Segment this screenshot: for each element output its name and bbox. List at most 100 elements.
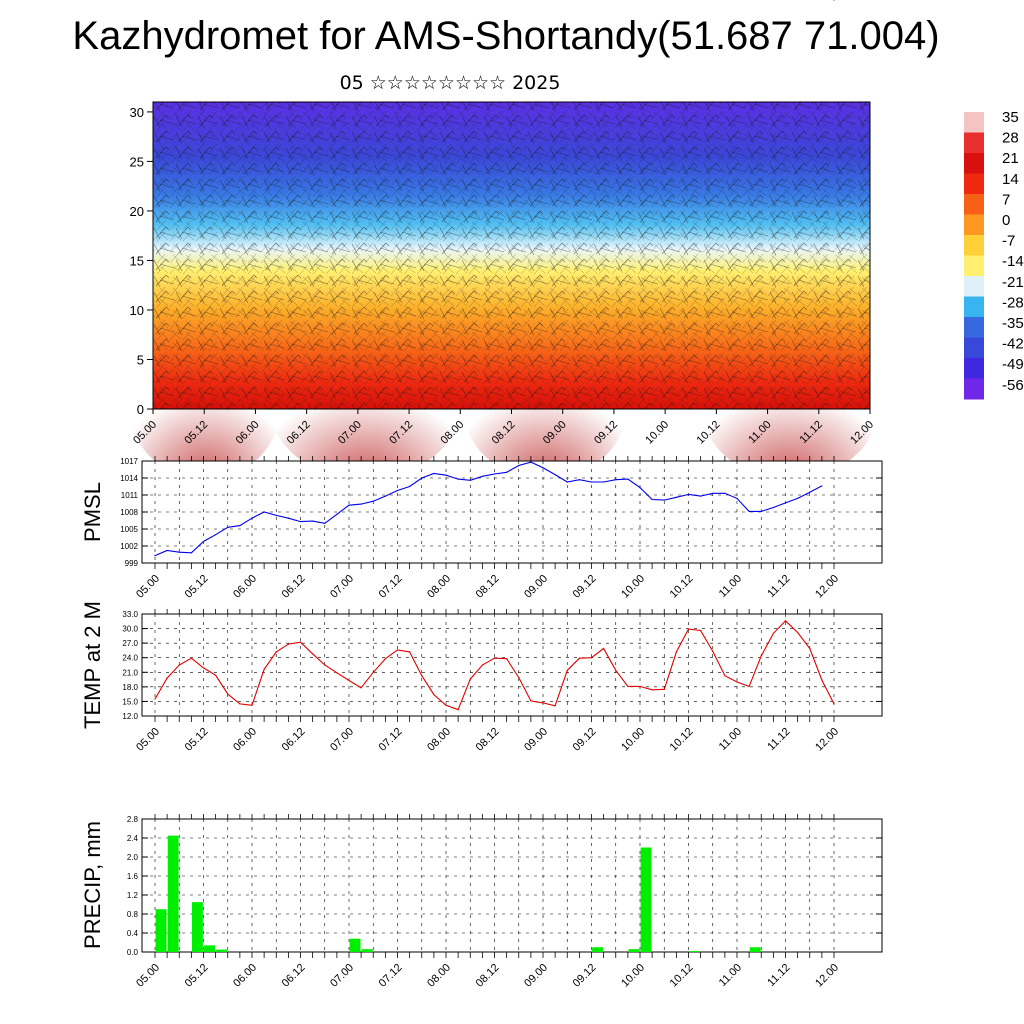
data-point — [433, 694, 435, 696]
data-point — [299, 521, 302, 523]
x-tick-label: 08.00 — [425, 726, 453, 754]
y-tick-label: 12.0 — [122, 712, 138, 721]
x-tick-label: 10.12 — [668, 573, 696, 601]
chart-subtitle: 05 ☆☆☆☆☆☆☆☆ 2025 — [339, 72, 561, 94]
data-point — [566, 669, 568, 671]
precip-bar — [204, 945, 216, 952]
x-tick-label: 11.00 — [717, 573, 744, 600]
data-point — [457, 478, 459, 480]
x-tick-label: 12.00 — [813, 726, 841, 754]
x-tick-label: 07.12 — [377, 726, 405, 754]
precip-bar — [640, 847, 652, 952]
x-tick-label: 10.00 — [619, 726, 647, 754]
data-point — [797, 631, 799, 634]
data-point — [833, 0, 835, 1]
data-point — [372, 500, 374, 502]
y-tick-label: 0.4 — [127, 929, 139, 938]
data-point — [760, 655, 762, 657]
colorbar-swatch — [964, 194, 984, 215]
data-point — [615, 669, 617, 671]
plot-frame — [141, 613, 883, 717]
wind-vector-field-fine — [153, 102, 870, 409]
colorbar-swatch — [964, 358, 984, 379]
data-point — [627, 478, 629, 480]
data-point — [687, 493, 690, 496]
data-point — [287, 517, 289, 519]
data-point — [493, 473, 496, 475]
x-tick-label: 12.00 — [813, 573, 841, 601]
precip-bar — [216, 949, 228, 952]
data-point — [603, 481, 605, 483]
data-point — [263, 511, 265, 513]
colorbar: 35 28 21 14 7 0 -7 -14 -21 -28 -35 -42 -49 -56 — [964, 109, 1024, 400]
x-tick-label: 11.00 — [717, 726, 744, 753]
data-point — [566, 481, 568, 483]
x-tick-label: 12.00 — [813, 962, 841, 990]
colorbar-label: -35 — [1002, 315, 1024, 332]
y-tick-label: 1014 — [120, 474, 138, 483]
colorbar-swatch — [964, 235, 984, 256]
data-point — [675, 651, 677, 653]
colorbar-swatch — [964, 337, 984, 359]
data-point — [797, 497, 799, 499]
data-point — [603, 647, 605, 650]
data-point — [506, 471, 508, 473]
y-tick-label: 999 — [125, 559, 139, 568]
y-tick-label: 30 — [130, 105, 144, 120]
data-point — [530, 461, 532, 463]
data-point — [542, 467, 544, 469]
data-point — [409, 485, 411, 488]
data-point — [239, 525, 241, 527]
y-tick-label: 1011 — [121, 491, 139, 500]
colorbar-swatch — [964, 317, 984, 338]
data-point — [166, 677, 168, 679]
colorbar-label: 21 — [1002, 150, 1019, 167]
x-tick-label: 11.00 — [717, 962, 744, 989]
data-point — [712, 492, 714, 494]
data-point — [809, 647, 811, 650]
colorbar-swatch — [964, 173, 984, 195]
x-tick-label: 05.12 — [183, 962, 211, 990]
data-point — [809, 491, 811, 493]
temperature-panel: 12.0 15.0 18.0 21.0 24.0 27.0 30.0 33.0 05.00 05.… — [80, 601, 883, 754]
y-tick-label: 21.0 — [122, 668, 138, 677]
data-point — [784, 502, 787, 504]
colorbar-label: -14 — [1002, 253, 1024, 270]
y-axis-label: TEMP at 2 M — [80, 601, 105, 729]
data-point — [772, 632, 774, 635]
y-tick-label: 0 — [137, 402, 144, 417]
precip-bar — [749, 947, 761, 952]
x-tick-label: 09.00 — [522, 573, 550, 601]
data-point — [239, 703, 241, 705]
x-tick-label: 09.12 — [571, 962, 599, 990]
data-point — [409, 651, 411, 653]
x-tick-label: 11.12 — [765, 962, 792, 989]
data-point — [227, 526, 229, 528]
x-tick-label: 06.12 — [280, 962, 308, 990]
data-point — [784, 620, 787, 622]
data-point — [578, 479, 580, 481]
precip-bar — [592, 947, 604, 952]
data-point — [518, 677, 520, 679]
x-tick-label: 05.00 — [134, 573, 162, 601]
data-point — [421, 477, 423, 479]
colorbar-swatch — [964, 255, 984, 277]
y-tick-label: 27.0 — [122, 639, 138, 648]
precip-bar — [349, 938, 361, 952]
data-point — [469, 479, 471, 481]
data-point — [336, 672, 338, 674]
data-point — [578, 657, 580, 659]
colorbar-swatch — [964, 296, 984, 318]
data-point — [251, 704, 253, 706]
colorbar-label: -7 — [1002, 233, 1015, 250]
data-point — [372, 671, 374, 673]
colorbar-label: 28 — [1002, 130, 1019, 147]
data-point — [154, 555, 156, 557]
precip-bar — [689, 951, 701, 952]
y-tick-label: 1002 — [120, 542, 138, 551]
data-point — [724, 675, 726, 677]
precip-bar — [191, 902, 203, 952]
x-tick-label: 06.00 — [231, 962, 259, 990]
series-line — [154, 461, 823, 557]
